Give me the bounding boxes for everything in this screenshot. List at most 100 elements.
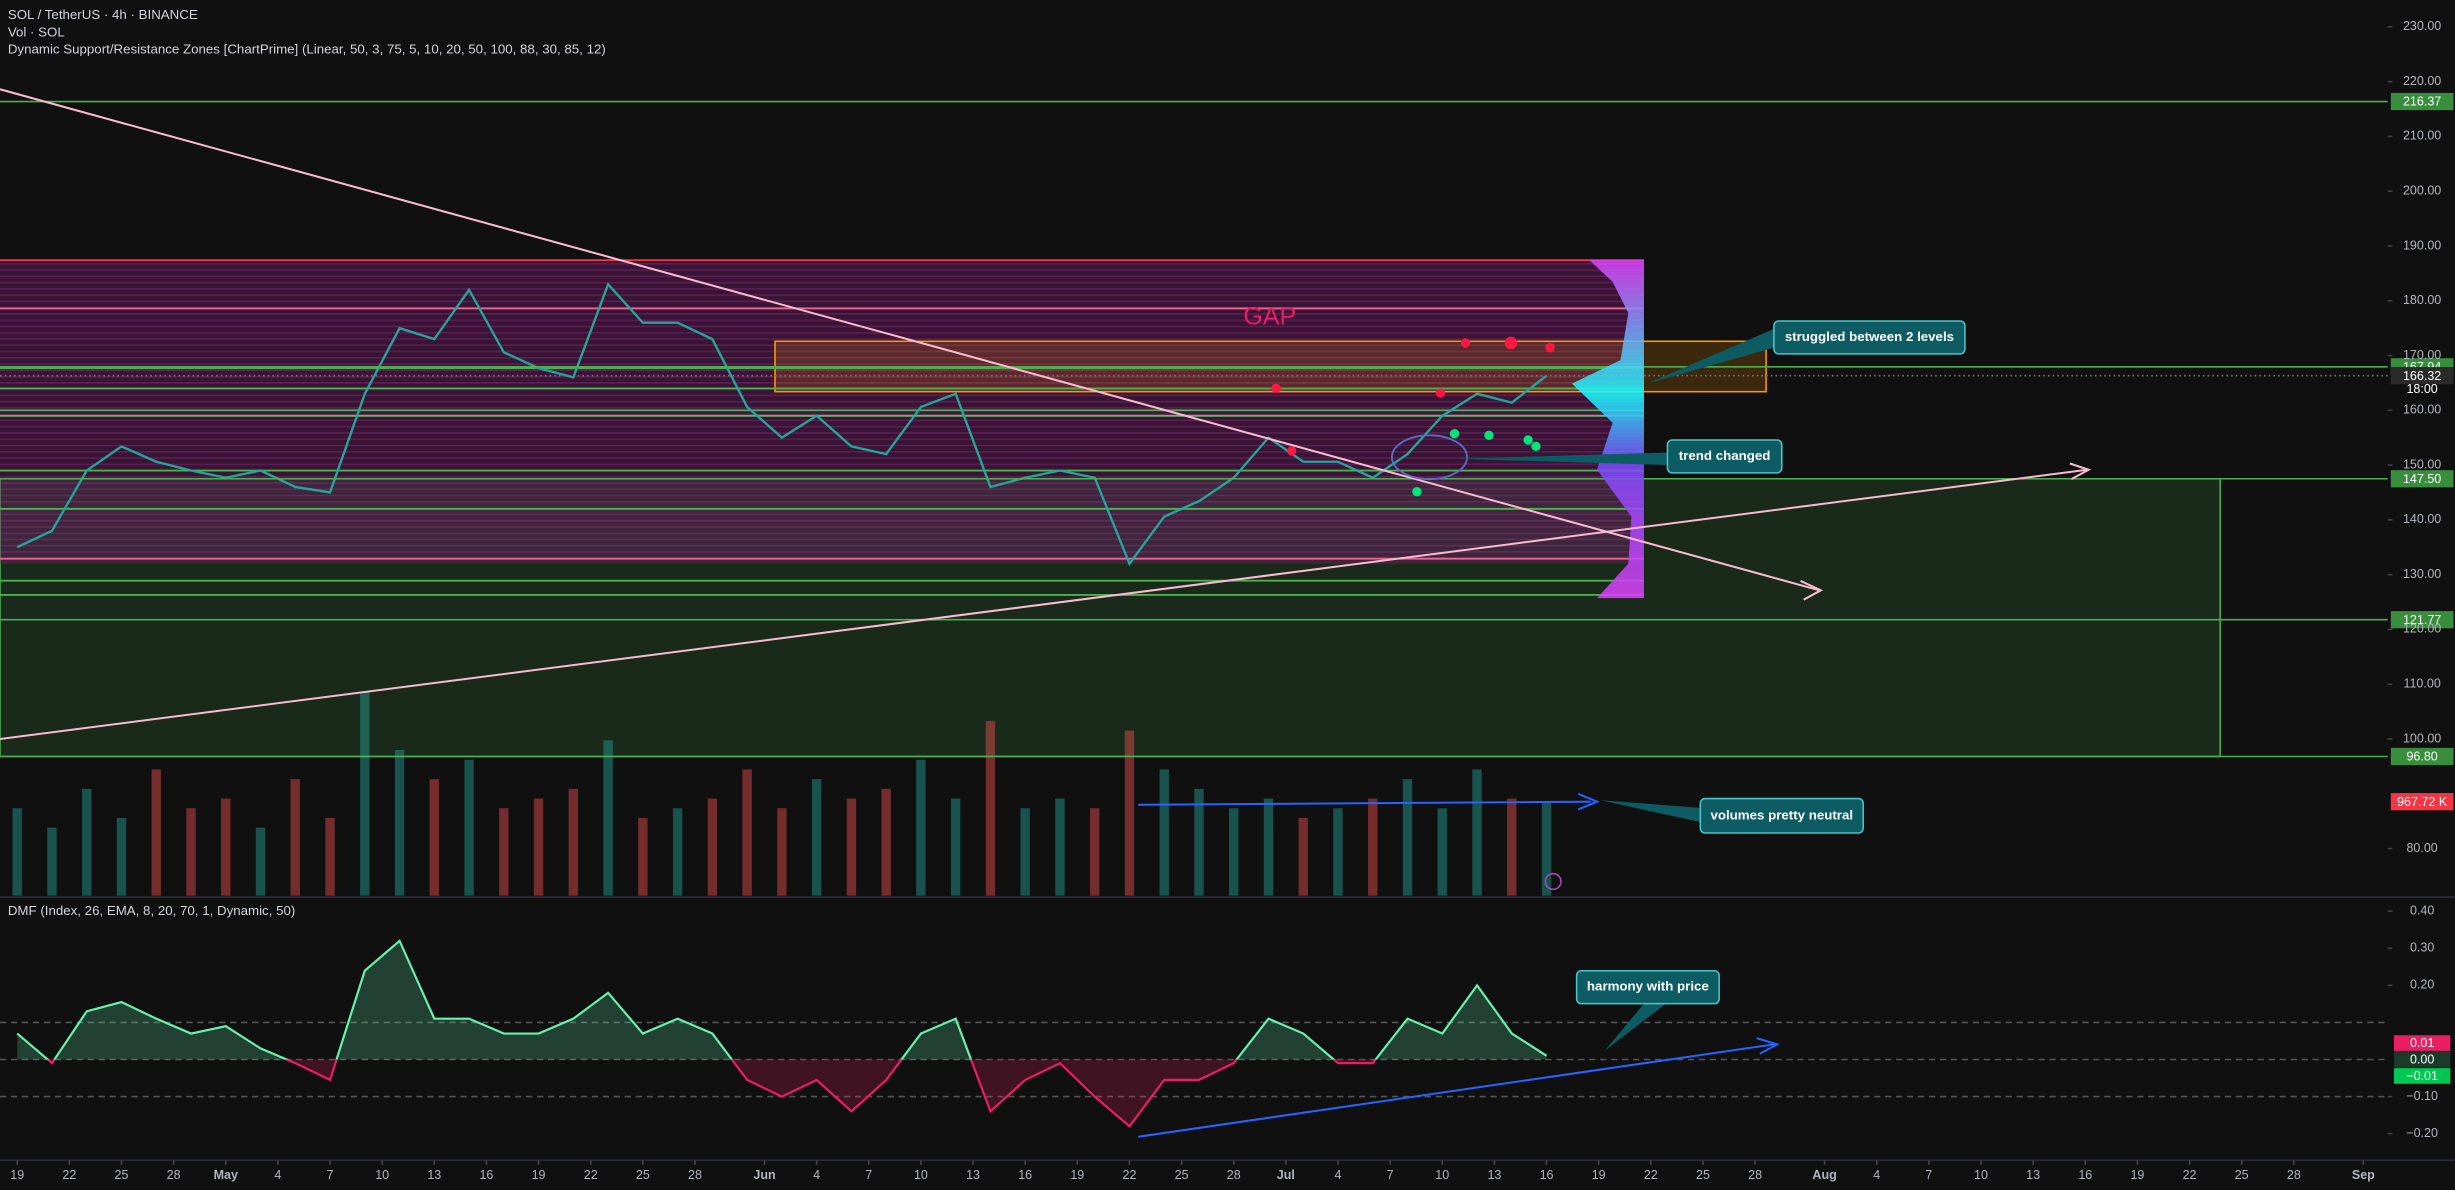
volume-bar [777, 808, 787, 896]
price-label-bg [2390, 367, 2454, 385]
x-tick-label: 25 [636, 1168, 650, 1182]
callout-box [1699, 797, 1864, 834]
volume-bar [1541, 801, 1552, 896]
callout-tail [1600, 800, 1701, 823]
volume-label: 967.72 K [2397, 795, 2448, 809]
y-tick-label: 180.00 [2403, 293, 2441, 307]
annotation-line [1138, 1043, 1775, 1138]
x-tick-label: Sep [2352, 1168, 2375, 1182]
dot [1545, 342, 1555, 353]
dot [1412, 486, 1422, 497]
y-tick-label: 160.00 [2403, 403, 2441, 417]
x-tick-label: May [214, 1168, 238, 1182]
price-label: 121.77 [2403, 613, 2441, 627]
dot [1286, 446, 1297, 456]
volume-bar [1159, 769, 1169, 896]
volume-bar [1402, 779, 1413, 896]
dot [1449, 429, 1460, 439]
indicator-legend: Dynamic Support/Resistance Zones [ChartP… [8, 42, 606, 57]
y-tick-label: 220.00 [2403, 74, 2441, 88]
dmf-legend: DMF (Index, 26, EMA, 8, 20, 70, 1, Dynam… [8, 903, 295, 918]
dmf-area [17, 1059, 1547, 1127]
x-tick-label: 4 [274, 1168, 281, 1182]
callout-tail [1456, 452, 1668, 466]
x-tick-label: Jun [753, 1168, 775, 1182]
volume-bar [464, 759, 474, 896]
callout-tail [1647, 328, 1774, 384]
x-tick-label: 16 [2078, 1168, 2092, 1182]
volume-bar [499, 808, 509, 896]
volume-bar [1020, 808, 1030, 896]
volume-bar [707, 798, 718, 896]
dot [1484, 430, 1494, 440]
dot [1531, 441, 1541, 451]
x-tick-label: 28 [167, 1168, 181, 1182]
x-tick-label: 22 [62, 1168, 76, 1182]
price-label-bg [2390, 92, 2454, 111]
price-label: 216.37 [2403, 95, 2441, 109]
x-tick-label: 10 [1435, 1168, 1449, 1182]
symbol-legend: SOL / TetherUS · 4h · BINANCE [8, 7, 198, 22]
x-tick-label: 28 [1227, 1168, 1241, 1182]
series [0, 100, 2388, 1128]
x-tick-label: 28 [1748, 1168, 1762, 1182]
callout-text: struggled between 2 levels [1785, 329, 1954, 344]
callout-text: trend changed [1679, 448, 1771, 463]
price-label-bg [2390, 747, 2454, 766]
x-tick-label: Jul [1277, 1168, 1295, 1182]
x-tick-label: 19 [10, 1168, 24, 1182]
x-tick-label: 22 [2183, 1168, 2197, 1182]
callout-tail [1604, 1003, 1666, 1051]
last-label: 0.01 [2410, 1036, 2434, 1050]
volume-bar [1055, 798, 1065, 896]
volume-bar [1194, 788, 1204, 896]
volume-bar [1263, 798, 1274, 896]
x-tick-label: 19 [1592, 1168, 1606, 1182]
price-label: 166.32 [2403, 369, 2441, 383]
arrowhead [1800, 579, 1824, 601]
dot [1460, 338, 1471, 348]
volume-bar [1472, 769, 1482, 896]
x-tick-label: 4 [1873, 1168, 1880, 1182]
volume-bar [950, 798, 961, 896]
countdown: 18:00 [2406, 382, 2437, 396]
x-tick-label: 10 [375, 1168, 389, 1182]
dot [1523, 435, 1533, 445]
y-tick-label: 210.00 [2403, 129, 2441, 143]
axes: SOL / TetherUS · 4h · BINANCE Vol · SOL … [0, 7, 2455, 1182]
volume-bar [1368, 798, 1378, 896]
y-tick-label: 0.20 [2410, 978, 2434, 992]
trendline [0, 88, 1820, 592]
volume-bar [290, 779, 300, 896]
x-tick-label: 7 [1387, 1168, 1394, 1182]
volume-bar [394, 750, 405, 896]
x-tick-label: 19 [532, 1168, 546, 1182]
y-tick-label: 170.00 [2403, 348, 2441, 362]
volume-bar [186, 808, 196, 896]
x-tick-label: 25 [1175, 1168, 1189, 1182]
x-tick-label: 13 [2026, 1168, 2040, 1182]
last-label-bg [2393, 1068, 2451, 1084]
x-tick-label: 19 [1070, 1168, 1084, 1182]
volume-bar [638, 817, 648, 896]
x-tick-label: 13 [1487, 1168, 1501, 1182]
x-tick-label: 25 [115, 1168, 129, 1182]
callout-box [1575, 969, 1720, 1005]
callout-box [1773, 320, 1966, 355]
x-tick-label: 13 [427, 1168, 441, 1182]
x-tick-label: 4 [813, 1168, 820, 1182]
volume-label-bg [2390, 793, 2454, 811]
arrowhead [1756, 1037, 1780, 1055]
y-tick-label: 150.00 [2403, 457, 2441, 471]
y-tick-label: 0.40 [2410, 904, 2434, 918]
x-tick-label: 13 [966, 1168, 980, 1182]
volume-bar [1298, 817, 1308, 896]
volume-bar [1333, 808, 1343, 896]
y-tick-label: 120.00 [2403, 622, 2441, 636]
dmf-line [16, 939, 1548, 1060]
last-label-bg [2393, 1051, 2451, 1068]
drawings: GAP struggled between 2 levels trend cha… [0, 88, 2092, 1138]
arrowhead [2069, 462, 2092, 481]
